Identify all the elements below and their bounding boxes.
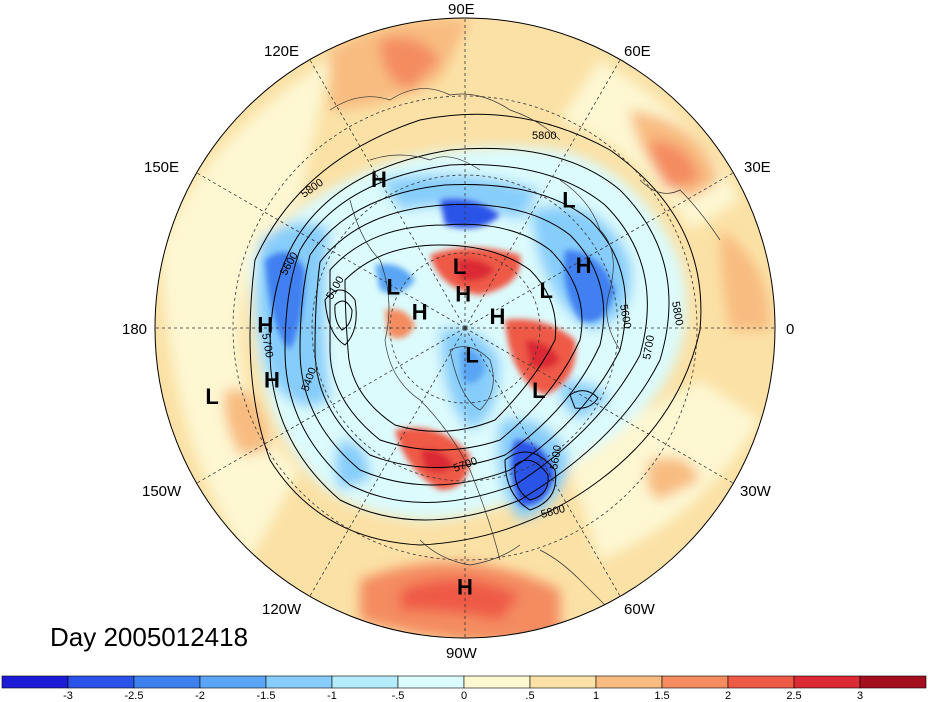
colorbar-tick-label: 1 xyxy=(593,690,599,702)
colorbar-tick-label: 3 xyxy=(857,690,863,702)
lon-label-90e: 90E xyxy=(448,1,475,18)
colorbar-swatch xyxy=(463,675,531,689)
high-pressure-marker: H xyxy=(257,313,273,338)
contour-label: 5700 xyxy=(641,334,657,360)
colorbar-tick-label: 1.5 xyxy=(654,690,669,702)
colorbar-swatch xyxy=(199,675,267,689)
day-label: Day 2005012418 xyxy=(50,622,248,652)
high-pressure-marker: H xyxy=(455,282,471,307)
lon-label-150w: 150W xyxy=(142,483,182,500)
low-pressure-marker: L xyxy=(532,378,545,403)
colorbar-tick-label: -1.5 xyxy=(257,690,276,702)
colorbar-tick-label: -2.5 xyxy=(125,690,144,702)
colorbar-swatch xyxy=(793,675,861,689)
lon-label-120w: 120W xyxy=(262,601,302,618)
colorbar-tick-label: 2 xyxy=(725,690,731,702)
lon-label-30e: 30E xyxy=(744,159,771,176)
contour-label: 5700 xyxy=(259,332,275,358)
map-boundary xyxy=(154,17,776,639)
contour-label: 5600 xyxy=(548,444,564,470)
colorbar-tick-label: .5 xyxy=(525,690,534,702)
high-pressure-marker: H xyxy=(264,368,280,393)
low-pressure-marker: L xyxy=(465,343,478,368)
colorbar-swatch xyxy=(529,675,597,689)
longitude-labels: 90E 60E 30E 0 30W 60W 90W 120W 150W 180 … xyxy=(122,1,794,662)
colorbar-swatch xyxy=(133,675,201,689)
lon-label-60w: 60W xyxy=(624,601,656,618)
colorbar-swatch xyxy=(331,675,399,689)
high-pressure-marker: H xyxy=(412,300,428,325)
high-pressure-marker: H xyxy=(457,574,473,599)
graticule xyxy=(155,18,775,638)
high-pressure-marker: H xyxy=(371,167,387,192)
colorbar-swatch xyxy=(1,675,69,689)
contour-label: 5600 xyxy=(617,303,633,329)
high-pressure-marker: H xyxy=(489,304,505,329)
colorbar-tick-label: -1 xyxy=(327,690,337,702)
colorbar-swatch xyxy=(727,675,795,689)
high-pressure-marker: H xyxy=(576,253,592,278)
low-pressure-marker: L xyxy=(453,254,466,279)
lon-label-60e: 60E xyxy=(624,43,651,60)
lon-label-90w: 90W xyxy=(446,645,478,662)
colorbar-tick-label: -3 xyxy=(63,690,73,702)
contour-label: 5800 xyxy=(669,300,685,326)
low-pressure-marker: L xyxy=(562,188,575,213)
colorbar-swatch xyxy=(265,675,333,689)
lon-label-0: 0 xyxy=(786,321,794,338)
colorbar-swatch xyxy=(661,675,729,689)
colorbar-swatch xyxy=(397,675,465,689)
low-pressure-marker: L xyxy=(387,275,400,300)
low-pressure-marker: L xyxy=(205,384,218,409)
lon-label-180: 180 xyxy=(122,321,147,338)
height-contours xyxy=(249,113,702,546)
colorbar-swatch xyxy=(595,675,663,689)
colorbar-tick-label: 2.5 xyxy=(786,690,801,702)
colorbar-tick-label: 0 xyxy=(461,690,467,702)
lon-label-120e: 120E xyxy=(264,43,299,60)
colorbar-tick-label: -2 xyxy=(195,690,205,702)
colorbar-tick-label: -.5 xyxy=(392,690,405,702)
coastlines xyxy=(329,88,721,621)
lon-label-30w: 30W xyxy=(740,483,772,500)
contour-label: 5800 xyxy=(532,130,556,142)
colorbar: -3 -2.5 -2 -1.5 -1 -.5 0 .5 1 1.5 2 2.5 3 xyxy=(1,675,927,702)
colorbar-swatch xyxy=(859,675,927,689)
low-pressure-marker: L xyxy=(539,278,552,303)
lon-label-150e: 150E xyxy=(144,159,179,176)
colorbar-swatch xyxy=(67,675,135,689)
